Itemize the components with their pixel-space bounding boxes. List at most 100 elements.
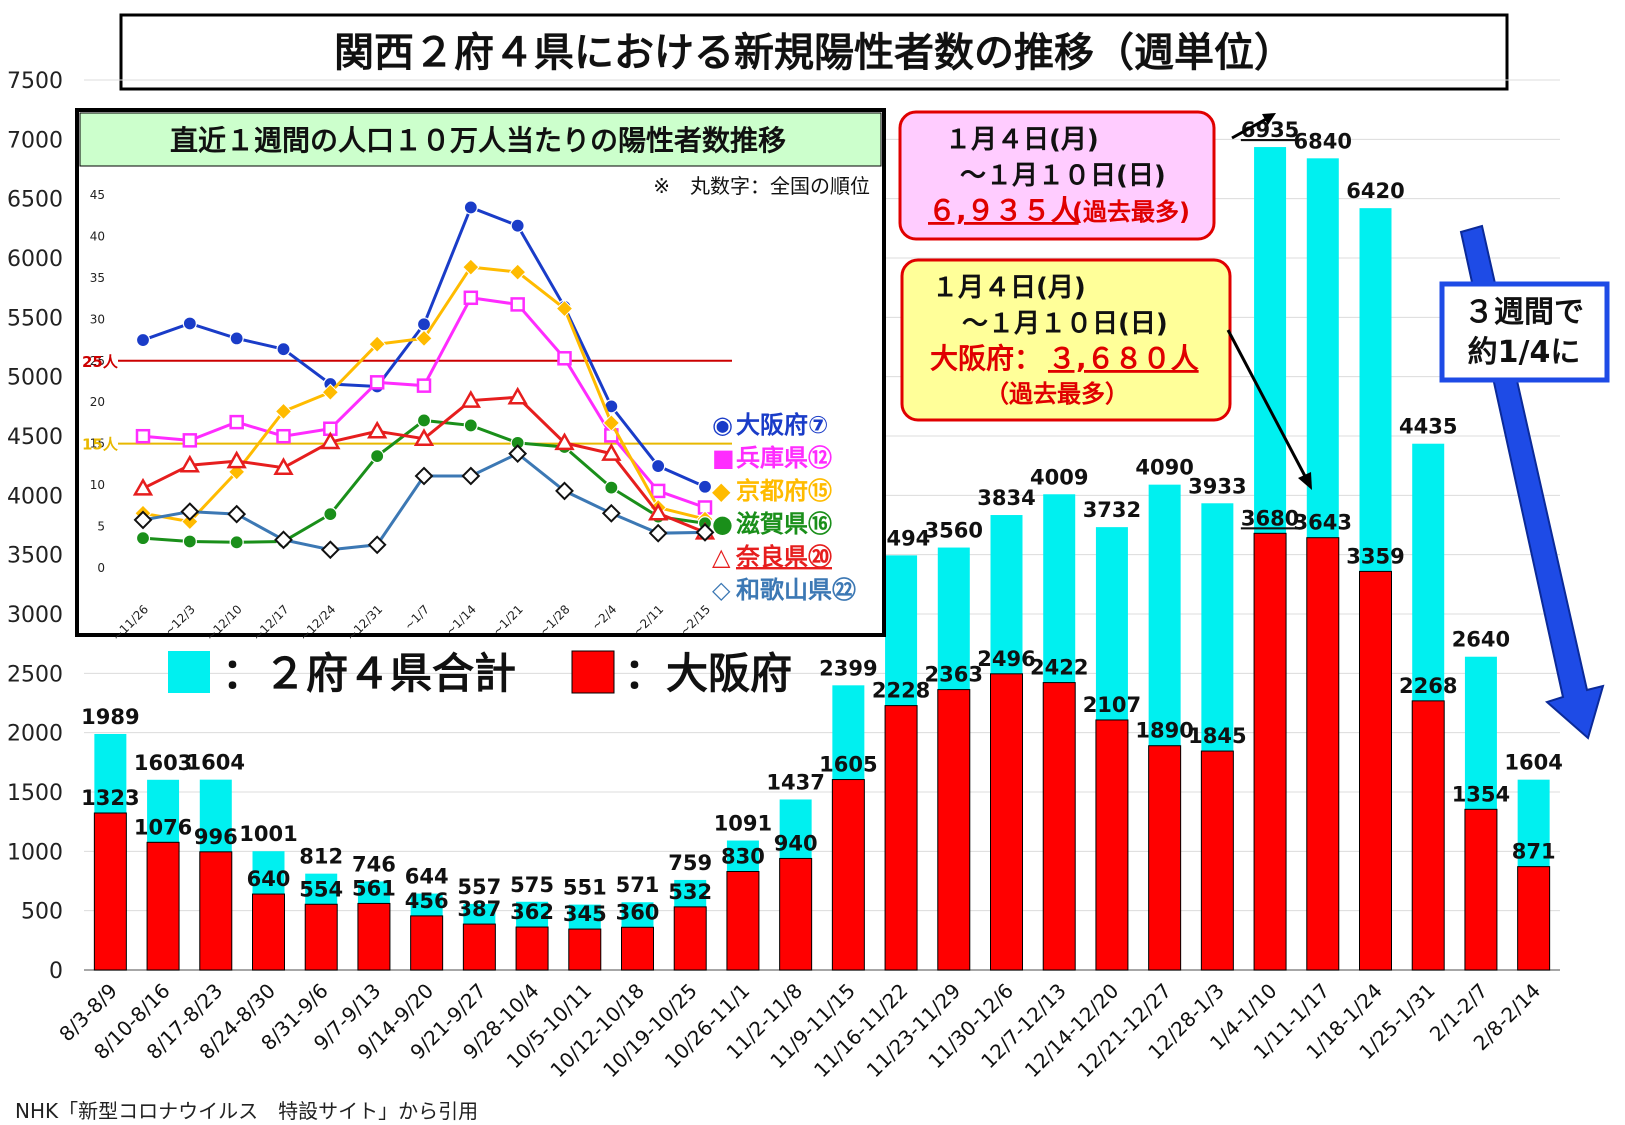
point: [182, 316, 197, 331]
point: [135, 332, 151, 348]
reference-line-label: 25人: [82, 353, 119, 371]
data-label-osaka: 2363: [925, 663, 983, 687]
point: [463, 290, 479, 306]
data-label-total: 812: [299, 845, 343, 869]
bar-osaka: [1359, 570, 1392, 971]
legend-marker: ■: [712, 444, 735, 472]
bar-osaka: [673, 906, 707, 971]
data-label-total: 3732: [1083, 498, 1141, 522]
point: [510, 218, 525, 233]
data-label-osaka: 554: [299, 877, 343, 901]
data-label-total: 1437: [766, 770, 824, 794]
data-label-osaka: 2228: [872, 679, 930, 703]
decline-arrow: ３週間で 約1/4に: [1439, 224, 1610, 740]
bar-osaka: [357, 902, 391, 971]
inset-y-tick-label: 40: [90, 229, 105, 243]
data-label-osaka: 1354: [1452, 782, 1510, 806]
point: [462, 258, 480, 276]
point: [229, 414, 244, 430]
data-label-total: 575: [510, 873, 554, 897]
data-label-osaka: 3643: [1294, 511, 1352, 535]
legend-marker: ◇: [712, 576, 731, 604]
point: [557, 351, 572, 366]
data-label-osaka: 2496: [977, 647, 1035, 671]
data-label-total: 6935: [1241, 118, 1299, 142]
annotation-2-prefix: 大阪府：: [930, 342, 1042, 375]
bar-osaka: [93, 812, 127, 971]
data-label-total: 644: [405, 865, 449, 889]
annotation-1-arrowhead: [1262, 113, 1276, 125]
point: [416, 413, 432, 428]
bar-osaka: [726, 871, 760, 971]
point: [276, 342, 291, 357]
annotation-2-note: （過去最多）: [985, 380, 1129, 408]
bar-osaka: [1517, 866, 1551, 971]
data-label-total: 1001: [239, 822, 297, 846]
point: [554, 432, 575, 451]
data-label-osaka: 532: [668, 880, 712, 904]
annotation-1-line2: ～１月１０日(日): [960, 161, 1166, 191]
legend-label: 京都府⑮: [736, 477, 832, 505]
inset-series: [132, 200, 716, 560]
y-tick-label: 5500: [7, 306, 63, 331]
bars: [93, 147, 1551, 971]
point: [416, 378, 432, 393]
inset-legend: ◉ 大阪府⑦■ 兵庫県⑫◆ 京都府⑮● 滋賀県⑯△ 奈良県⑳◇ 和歌山県㉒: [712, 411, 856, 604]
data-label-total: 746: [352, 852, 396, 876]
y-tick-label: 3500: [7, 544, 63, 569]
data-label-total: 6840: [1294, 129, 1352, 153]
annotation-3-line1: ３週間で: [1464, 295, 1584, 330]
bar-osaka: [621, 926, 654, 971]
data-label-total: 6420: [1346, 179, 1404, 203]
y-tick-label: 1500: [7, 781, 63, 806]
point: [182, 534, 197, 549]
bar-osaka: [515, 926, 549, 971]
bar-osaka: [199, 851, 233, 971]
legend-label-osaka: ：大阪府: [624, 649, 792, 698]
point: [135, 428, 151, 444]
bar-osaka: [831, 779, 865, 971]
data-label-osaka: 871: [1512, 840, 1556, 864]
y-tick-label: 4000: [7, 484, 63, 509]
data-label-total: 571: [616, 873, 660, 897]
data-label-total: 1091: [714, 812, 772, 836]
data-label-total: 759: [668, 851, 712, 875]
data-label-osaka: 2268: [1399, 674, 1457, 698]
y-tick-label: 4500: [7, 425, 63, 450]
y-tick-label: 2000: [7, 722, 63, 747]
point: [276, 428, 291, 444]
point: [460, 390, 481, 408]
point: [507, 386, 528, 405]
inset-y-tick-label: 20: [90, 395, 105, 409]
bar-osaka: [884, 705, 918, 971]
data-label-total: 2640: [1452, 628, 1510, 652]
legend-marker: △: [712, 543, 731, 571]
point: [601, 503, 621, 523]
point: [414, 466, 434, 486]
data-label-osaka: 456: [405, 889, 449, 913]
legend-label: 兵庫県⑫: [736, 444, 832, 472]
point: [463, 200, 478, 215]
y-tick-label: 2500: [7, 662, 63, 687]
data-label-total: 2399: [819, 656, 877, 680]
annotation-box-2: [900, 258, 1232, 422]
point: [180, 502, 200, 522]
inset-chart: 直近１週間の人口１０万人当たりの陽性者数推移 ※ 丸数字：全国の順位 0 5 10 1…: [75, 108, 886, 644]
point: [508, 444, 528, 464]
inset-y-tick-label: 0: [97, 561, 105, 575]
annotation-2-arrow: [1226, 329, 1308, 479]
legend-label: 滋賀県⑯: [736, 510, 832, 538]
data-label-osaka: 345: [563, 902, 607, 926]
inset-y-tick-label: 5: [97, 520, 105, 534]
annotation-osaka-record: １月４日(月) ～１月１０日(日) 大阪府： ３,６８０人 （過去最多）: [900, 258, 1312, 490]
point: [463, 418, 478, 433]
point: [370, 449, 385, 464]
data-label-osaka: 640: [247, 867, 291, 891]
annotation-2-line1: １月４日(月): [932, 273, 1086, 303]
data-label-total: 1604: [187, 751, 245, 775]
data-label-osaka: 1890: [1135, 719, 1193, 743]
annotation-box-3: [1439, 281, 1610, 383]
annotation-3-line2: 約1/4に: [1468, 335, 1581, 370]
data-label-osaka: 362: [510, 900, 554, 924]
